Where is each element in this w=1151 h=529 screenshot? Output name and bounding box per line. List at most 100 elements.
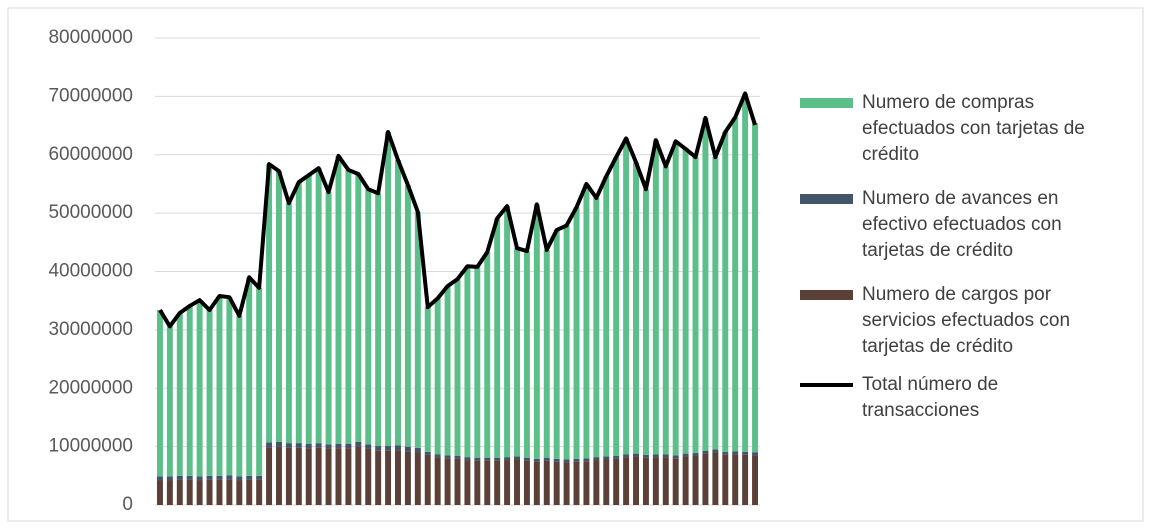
bar [514, 248, 520, 457]
bar [414, 447, 421, 453]
bar [702, 450, 709, 454]
bar [404, 185, 411, 447]
bar [246, 475, 253, 480]
bar [325, 192, 332, 445]
bar [494, 457, 501, 461]
bar [315, 168, 322, 444]
bar [464, 266, 471, 458]
bar [593, 197, 600, 458]
bar [216, 296, 223, 476]
bar [276, 171, 282, 442]
bar [553, 230, 560, 459]
bar [662, 457, 669, 505]
bar [166, 326, 173, 477]
bar [732, 451, 739, 455]
bar [266, 164, 273, 443]
bar [186, 479, 193, 505]
bar [613, 455, 620, 459]
bar [712, 157, 719, 450]
y-tick-label: 80000000 [48, 27, 133, 48]
bar [424, 307, 431, 452]
bar [375, 193, 382, 447]
bar [474, 457, 481, 461]
bar [583, 461, 590, 505]
bar [652, 140, 659, 455]
bar [236, 315, 243, 477]
bar [573, 458, 580, 462]
bar [573, 207, 580, 459]
bar [186, 305, 193, 476]
bar [206, 310, 213, 476]
bar [752, 123, 759, 453]
bar [732, 117, 739, 452]
bar [395, 160, 401, 446]
bar [593, 460, 600, 505]
bar [355, 446, 362, 505]
bar [563, 225, 570, 460]
legend-label: Numero de compras efectuados con tarjeta… [862, 92, 1085, 165]
bar [266, 447, 273, 505]
y-tick-label: 40000000 [48, 261, 133, 282]
y-tick-label: 30000000 [48, 319, 133, 340]
legend-swatch [800, 98, 853, 108]
bar [662, 166, 669, 455]
y-tick-label: 60000000 [48, 144, 133, 165]
bar [365, 448, 372, 505]
bar [385, 131, 392, 447]
bar [722, 454, 729, 505]
bar [335, 448, 342, 505]
bar [553, 461, 560, 505]
bar [662, 454, 669, 458]
bar [563, 459, 570, 463]
bar [672, 141, 679, 456]
bar [424, 454, 431, 505]
legend-swatch [800, 194, 853, 204]
bar [246, 479, 253, 505]
bar [176, 479, 183, 505]
bar [464, 460, 471, 505]
bar [305, 443, 312, 449]
chart-border [7, 7, 1144, 522]
bar [474, 460, 481, 505]
bar [315, 443, 322, 448]
bar [365, 189, 372, 445]
bar [434, 457, 441, 505]
bar [454, 279, 461, 456]
bar [722, 131, 729, 452]
bar [523, 460, 530, 505]
bar [672, 458, 679, 505]
bar [226, 297, 233, 476]
bar [206, 479, 213, 505]
bar [325, 444, 332, 449]
bar [613, 458, 620, 505]
bar [474, 266, 481, 458]
bar [246, 277, 253, 476]
bar [633, 453, 639, 457]
bar [216, 475, 223, 480]
bar [276, 441, 282, 447]
legend-label: Numero de cargos por servicios efectuado… [862, 284, 1071, 357]
bar [623, 138, 630, 455]
bar [642, 457, 649, 505]
bar [633, 162, 639, 454]
y-tick-label: 70000000 [48, 85, 133, 106]
bar [692, 157, 699, 454]
bar [345, 169, 352, 444]
bar [623, 457, 630, 505]
bar [236, 480, 243, 505]
bar [325, 448, 332, 505]
bar [523, 457, 530, 461]
bar [742, 451, 749, 455]
bar [276, 446, 282, 505]
legend-swatch [800, 290, 853, 300]
legend-label: Numero de avances en efectivo efectuados… [862, 188, 1062, 261]
line [158, 91, 757, 329]
bar [424, 451, 431, 455]
bar [216, 479, 223, 505]
bar [494, 218, 501, 458]
bar [623, 454, 630, 458]
bar [642, 189, 649, 455]
bar [295, 182, 302, 444]
bar [553, 458, 560, 462]
